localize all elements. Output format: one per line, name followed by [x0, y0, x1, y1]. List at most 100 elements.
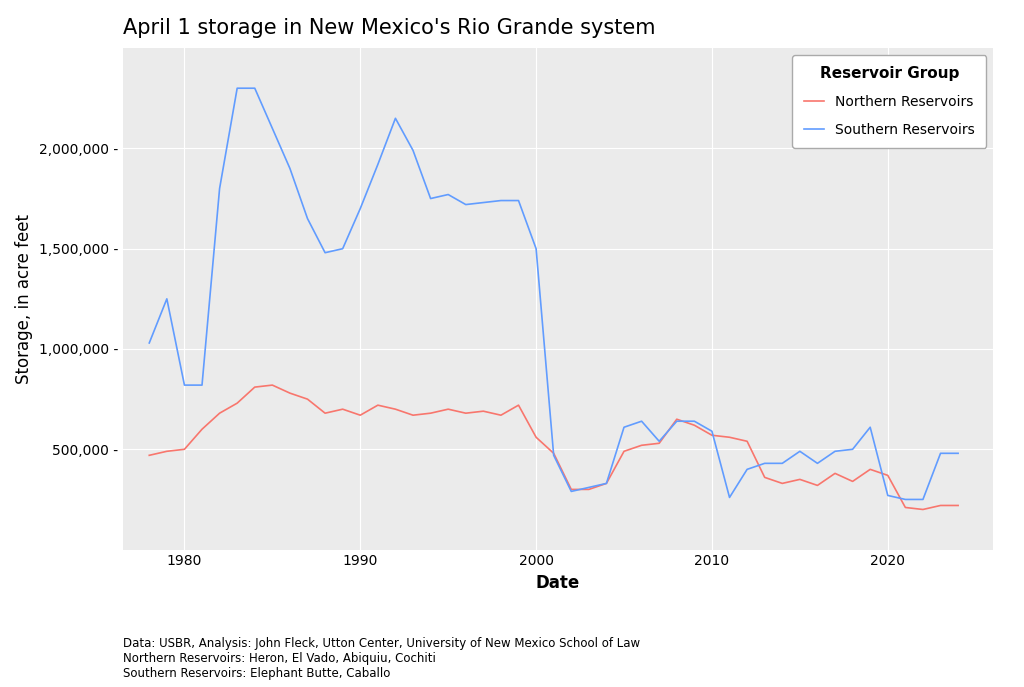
- Southern Reservoirs: [143, 339, 156, 347]
- Southern Reservoirs: [776, 459, 788, 467]
- Northern Reservoirs: [759, 473, 771, 482]
- Northern Reservoirs: [741, 437, 754, 445]
- Northern Reservoirs: [495, 411, 507, 419]
- Northern Reservoirs: [318, 409, 331, 417]
- Northern Reservoirs: [266, 381, 279, 390]
- Southern Reservoirs: [794, 447, 806, 455]
- Legend: Northern Reservoirs, Southern Reservoirs: Northern Reservoirs, Southern Reservoirs: [793, 55, 986, 148]
- Northern Reservoirs: [460, 409, 472, 417]
- Southern Reservoirs: [882, 491, 894, 499]
- Northern Reservoirs: [723, 433, 735, 441]
- Northern Reservoirs: [864, 465, 877, 473]
- Northern Reservoirs: [653, 439, 666, 447]
- Southern Reservoirs: [178, 381, 190, 390]
- Southern Reservoirs: [337, 245, 349, 253]
- Southern Reservoirs: [301, 214, 313, 223]
- Southern Reservoirs: [548, 451, 560, 460]
- Text: April 1 storage in New Mexico's Rio Grande system: April 1 storage in New Mexico's Rio Gran…: [123, 18, 655, 38]
- Southern Reservoirs: [460, 201, 472, 209]
- Northern Reservoirs: [565, 485, 578, 493]
- Southern Reservoirs: [249, 84, 261, 92]
- Southern Reservoirs: [161, 295, 173, 303]
- Southern Reservoirs: [512, 196, 524, 205]
- Northern Reservoirs: [776, 480, 788, 488]
- Southern Reservoirs: [934, 449, 946, 458]
- Northern Reservoirs: [916, 506, 929, 514]
- Southern Reservoirs: [389, 114, 401, 122]
- Northern Reservoirs: [847, 477, 859, 486]
- Southern Reservoirs: [284, 164, 296, 172]
- Northern Reservoirs: [600, 480, 612, 488]
- Southern Reservoirs: [565, 487, 578, 495]
- Northern Reservoirs: [143, 451, 156, 460]
- Southern Reservoirs: [617, 423, 630, 431]
- Southern Reservoirs: [530, 245, 543, 253]
- Southern Reservoirs: [372, 160, 384, 168]
- Southern Reservoirs: [952, 449, 965, 458]
- Northern Reservoirs: [811, 482, 823, 490]
- Northern Reservoirs: [794, 475, 806, 484]
- Northern Reservoirs: [372, 401, 384, 409]
- Northern Reservoirs: [882, 471, 894, 480]
- Northern Reservoirs: [213, 409, 225, 417]
- Northern Reservoirs: [337, 405, 349, 414]
- Northern Reservoirs: [354, 411, 367, 419]
- Northern Reservoirs: [512, 401, 524, 409]
- Southern Reservoirs: [636, 417, 648, 425]
- Northern Reservoirs: [249, 383, 261, 391]
- Northern Reservoirs: [178, 445, 190, 453]
- Northern Reservoirs: [530, 433, 543, 441]
- Southern Reservoirs: [425, 194, 437, 203]
- X-axis label: Date: Date: [536, 574, 581, 592]
- Southern Reservoirs: [916, 495, 929, 504]
- Southern Reservoirs: [688, 417, 700, 425]
- Southern Reservoirs: [671, 417, 683, 425]
- Southern Reservoirs: [828, 447, 841, 455]
- Southern Reservoirs: [706, 427, 718, 436]
- Southern Reservoirs: [847, 445, 859, 453]
- Southern Reservoirs: [723, 493, 735, 502]
- Line: Northern Reservoirs: Northern Reservoirs: [150, 385, 958, 510]
- Northern Reservoirs: [231, 399, 244, 407]
- Southern Reservoirs: [477, 199, 489, 207]
- Northern Reservoirs: [583, 485, 595, 493]
- Northern Reservoirs: [301, 395, 313, 403]
- Southern Reservoirs: [759, 459, 771, 467]
- Northern Reservoirs: [952, 502, 965, 510]
- Text: Data: USBR, Analysis: John Fleck, Utton Center, University of New Mexico School : Data: USBR, Analysis: John Fleck, Utton …: [123, 637, 640, 680]
- Southern Reservoirs: [442, 190, 455, 199]
- Southern Reservoirs: [495, 196, 507, 205]
- Northern Reservoirs: [688, 421, 700, 429]
- Southern Reservoirs: [583, 483, 595, 491]
- Southern Reservoirs: [213, 184, 225, 192]
- Southern Reservoirs: [741, 465, 754, 473]
- Northern Reservoirs: [407, 411, 419, 419]
- Northern Reservoirs: [636, 441, 648, 449]
- Southern Reservoirs: [318, 249, 331, 257]
- Northern Reservoirs: [425, 409, 437, 417]
- Northern Reservoirs: [548, 449, 560, 458]
- Southern Reservoirs: [354, 205, 367, 213]
- Northern Reservoirs: [934, 502, 946, 510]
- Southern Reservoirs: [899, 495, 911, 504]
- Northern Reservoirs: [284, 389, 296, 397]
- Northern Reservoirs: [671, 415, 683, 423]
- Northern Reservoirs: [161, 447, 173, 455]
- Y-axis label: Storage, in acre feet: Storage, in acre feet: [15, 214, 33, 384]
- Southern Reservoirs: [231, 84, 244, 92]
- Northern Reservoirs: [899, 504, 911, 512]
- Southern Reservoirs: [600, 480, 612, 488]
- Northern Reservoirs: [617, 447, 630, 455]
- Southern Reservoirs: [811, 459, 823, 467]
- Northern Reservoirs: [442, 405, 455, 414]
- Northern Reservoirs: [196, 425, 208, 433]
- Southern Reservoirs: [407, 146, 419, 155]
- Line: Southern Reservoirs: Southern Reservoirs: [150, 88, 958, 499]
- Northern Reservoirs: [389, 405, 401, 414]
- Southern Reservoirs: [196, 381, 208, 390]
- Southern Reservoirs: [266, 124, 279, 133]
- Southern Reservoirs: [653, 437, 666, 445]
- Southern Reservoirs: [864, 423, 877, 431]
- Northern Reservoirs: [706, 431, 718, 440]
- Northern Reservoirs: [477, 407, 489, 416]
